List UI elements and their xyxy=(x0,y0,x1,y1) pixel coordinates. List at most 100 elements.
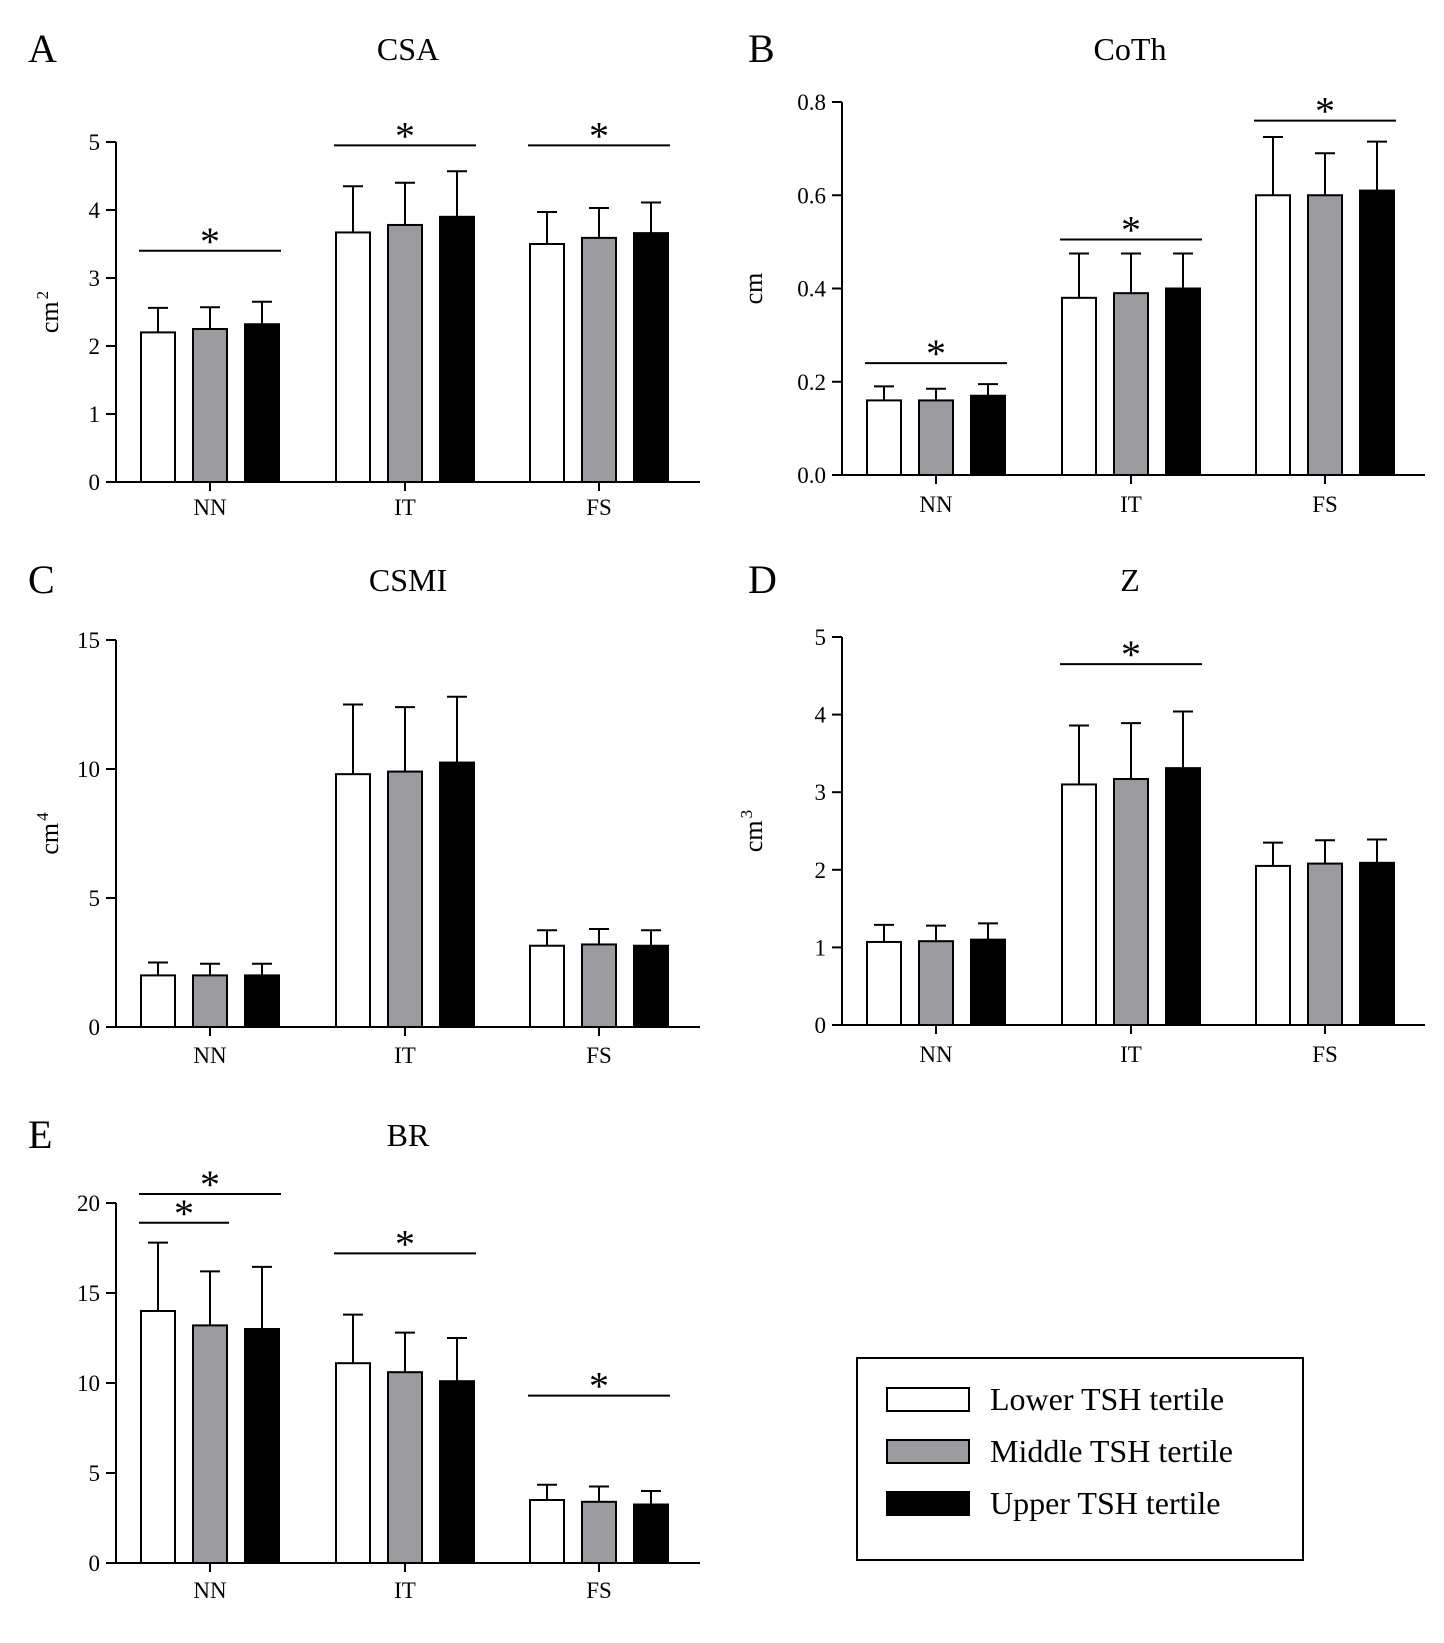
y-tick-label: 15 xyxy=(77,628,100,653)
y-axis-label: cm4 xyxy=(33,812,64,855)
bar xyxy=(581,236,617,483)
bar xyxy=(335,1362,371,1564)
x-tick-label: FS xyxy=(1312,492,1338,517)
y-axis-label: cm2 xyxy=(33,291,64,333)
y-tick-label: 0.6 xyxy=(797,183,826,208)
y-tick-label: 2 xyxy=(815,858,827,883)
bar xyxy=(140,1310,176,1564)
panel-letter: E xyxy=(28,1112,52,1157)
y-tick-label: 15 xyxy=(77,1281,100,1306)
bar xyxy=(439,1380,475,1564)
y-tick-label: 20 xyxy=(77,1191,100,1216)
bar xyxy=(970,394,1006,476)
significance-star: * xyxy=(926,331,946,376)
y-tick-label: 0 xyxy=(89,1551,101,1576)
panel-letter: A xyxy=(28,26,57,71)
bar xyxy=(1061,296,1097,477)
y-tick-label: 4 xyxy=(89,198,101,223)
bar xyxy=(1113,778,1149,1026)
bar xyxy=(1307,194,1343,476)
y-tick-label: 5 xyxy=(815,625,827,650)
legend-swatch xyxy=(886,1387,970,1412)
x-tick-label: NN xyxy=(193,1578,227,1603)
legend-label: Lower TSH tertile xyxy=(990,1381,1224,1417)
significance-star: * xyxy=(200,1162,220,1207)
x-tick-label: NN xyxy=(919,492,953,517)
bar xyxy=(1165,767,1201,1026)
bar xyxy=(866,399,902,476)
bar xyxy=(140,331,176,483)
x-tick-label: IT xyxy=(1120,492,1142,517)
y-tick-label: 4 xyxy=(815,703,827,728)
bar xyxy=(387,770,423,1029)
legend-label: Middle TSH tertile xyxy=(990,1433,1233,1469)
y-tick-label: 1 xyxy=(89,402,101,427)
bar xyxy=(192,1324,228,1565)
x-tick-label: FS xyxy=(1312,1042,1338,1067)
bar xyxy=(529,944,565,1028)
x-tick-label: FS xyxy=(586,495,612,520)
bar xyxy=(1255,864,1291,1026)
bar xyxy=(387,223,423,484)
bar xyxy=(1113,292,1149,476)
panel-b: B CoTh cm 0.0 0.2 0.4 0.6 0.8 NN IT FS * * * xyxy=(739,26,1425,517)
significance-star: * xyxy=(589,113,609,158)
bar xyxy=(970,938,1006,1027)
chart-title: CoTh xyxy=(1094,31,1167,67)
x-tick-label: NN xyxy=(193,1043,227,1068)
y-tick-label: 2 xyxy=(89,334,101,359)
y-tick-label: 0 xyxy=(89,470,101,495)
significance-star: * xyxy=(1315,89,1335,134)
chart-title: CSMI xyxy=(369,562,447,598)
x-tick-label: NN xyxy=(919,1042,953,1067)
chart-title: BR xyxy=(387,1117,430,1153)
y-axis-label: cm3 xyxy=(737,810,768,852)
bar xyxy=(529,1499,565,1564)
bar xyxy=(918,940,954,1027)
x-tick-label: NN xyxy=(193,495,227,520)
bar xyxy=(529,243,565,483)
bar xyxy=(244,323,280,483)
significance-star: * xyxy=(395,1221,415,1266)
significance-star: * xyxy=(200,219,220,264)
legend: Lower TSH tertile Middle TSH tertile Upper… xyxy=(856,1357,1304,1561)
bar xyxy=(387,1371,423,1564)
bar xyxy=(1255,194,1291,476)
legend-swatch xyxy=(886,1439,970,1464)
bar xyxy=(1359,861,1395,1026)
chart-title: CSA xyxy=(377,31,439,67)
legend-label: Upper TSH tertile xyxy=(990,1485,1220,1521)
y-tick-label: 5 xyxy=(89,1461,101,1486)
x-tick-label: FS xyxy=(586,1578,612,1603)
panel-letter: C xyxy=(28,557,55,602)
bar xyxy=(581,1500,617,1565)
y-tick-label: 10 xyxy=(77,1371,100,1396)
bar xyxy=(439,215,475,484)
x-tick-label: IT xyxy=(394,1043,416,1068)
bar xyxy=(1165,287,1201,476)
legend-swatch xyxy=(886,1491,970,1516)
chart-title: Z xyxy=(1120,562,1140,598)
bar xyxy=(192,974,228,1029)
y-axis-label: cm xyxy=(739,273,768,305)
y-tick-label: 0.4 xyxy=(797,277,826,302)
x-tick-label: IT xyxy=(1120,1042,1142,1067)
y-tick-label: 5 xyxy=(89,130,101,155)
bar xyxy=(633,1503,669,1564)
bar xyxy=(866,940,902,1027)
bar xyxy=(335,773,371,1028)
bar xyxy=(633,944,669,1028)
bar xyxy=(244,974,280,1029)
y-tick-label: 0 xyxy=(89,1015,101,1040)
x-tick-label: IT xyxy=(394,1578,416,1603)
panel-letter: D xyxy=(748,557,777,602)
significance-star: * xyxy=(1121,632,1141,677)
panel-c: C CSMI cm4 0 5 10 15 NN IT FS xyxy=(28,557,700,1068)
significance-star: * xyxy=(1121,208,1141,253)
bar xyxy=(439,761,475,1028)
bar xyxy=(140,974,176,1029)
x-tick-label: FS xyxy=(586,1043,612,1068)
bar xyxy=(244,1328,280,1564)
